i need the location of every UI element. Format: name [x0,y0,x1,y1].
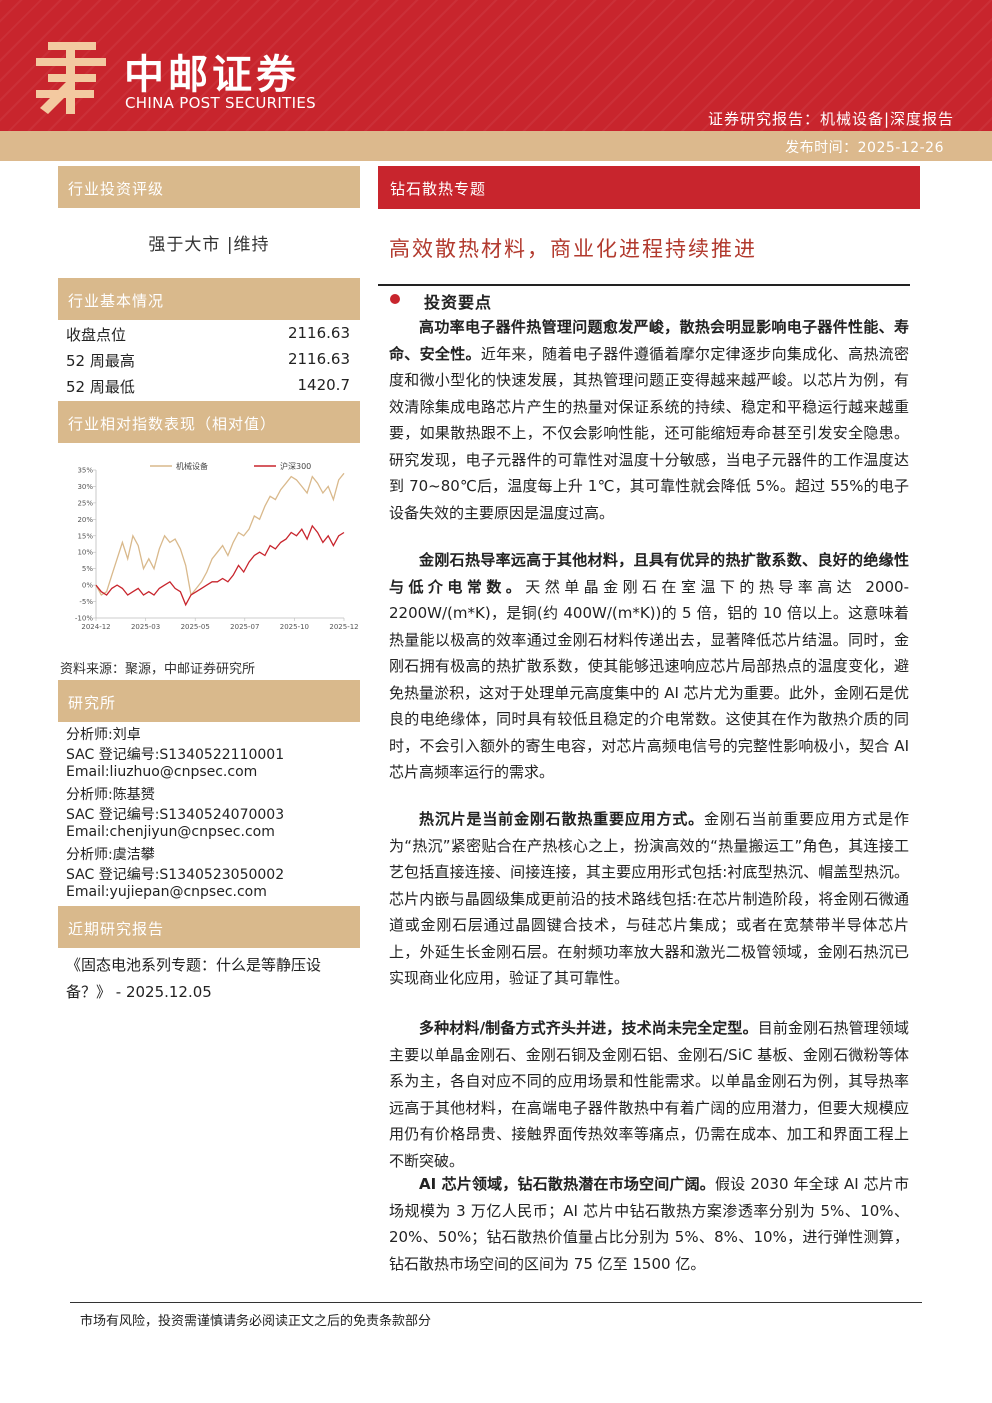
point-body: 金刚石当前重要应用方式是作为“热沉”紧密贴合在产热核心之上，扮演高效的“热量搬运… [389,810,909,987]
recent-reports-title: 近期研究报告 [58,906,360,948]
point-lead: 金刚石热导率远高于其他材料，且具有优异的热扩散系数、良好的绝缘性与低介电常数。 [389,551,909,596]
analyst-line: SAC 登记编号:S1340524070003 [66,807,285,823]
brand-name-cn: 中邮证券 [124,52,300,98]
chart-x-tick-label: 2025-07 [230,623,259,631]
research-institute-title: 研究所 [58,680,360,722]
chart-x-tick-label: 2024-12 [81,623,110,631]
chart-y-tick-label: 30% [77,483,93,491]
point-lead: 高功率电子器件热管理问题愈发严峻，散热会明显影响电子器件性能、寿命、安全性。 [389,318,909,363]
chart-source: 资料来源：聚源，中邮证券研究所 [60,662,256,677]
risk-disclaimer: 市场有风险，投资需谨慎请务必阅读正文之后的免责条款部分 [80,1314,432,1329]
investment-point-paragraph: AI 芯片领域，钻石散热潜在市场空间广阔。假设 2030 年全球 AI 芯片市场… [389,1171,909,1277]
basic-info-value: 2116.63 [287,324,350,342]
chart-y-tick-label: 0% [82,582,93,590]
point-body: 假设 2030 年全球 AI 芯片市场规模为 3 万亿人民币；AI 芯片中钻石散… [389,1175,910,1273]
chart-y-tick-label: -10% [75,615,93,623]
investment-points-heading: 投资要点 [424,293,493,312]
analyst-line: SAC 登记编号:S1340523050002 [66,867,285,883]
analyst-line: SAC 登记编号:S1340522110001 [66,747,285,763]
basic-info-key: 52 周最高 [66,352,135,370]
chart-legend-label: 沪深300 [280,461,311,471]
analyst-email[interactable]: Email:liuzhuo@cnpsec.com [66,764,258,780]
basic-info-key: 收盘点位 [66,326,127,344]
analyst-email[interactable]: Email:yujiepan@cnpsec.com [66,884,267,900]
basic-info-row: 52 周最高 2116.63 [58,348,360,374]
basic-info-title: 行业基本情况 [58,278,360,320]
chart-legend-label: 机械设备 [176,461,208,471]
point-body: 近年来，随着电子器件遵循着摩尔定律逐步向集成化、高热流密度和微小型化的快速发展，… [389,344,909,522]
topic-bar: 钻石散热专题 [378,166,920,209]
chart-x-tick-label: 2025-03 [131,623,160,631]
brand-name-en: CHINA POST SECURITIES [125,94,316,112]
chart-y-tick-label: 25% [77,499,93,507]
basic-info-value: 1420.7 [297,376,351,394]
point-lead: AI 芯片领域，钻石散热潜在市场空间广阔。 [419,1175,715,1193]
report-type: 证券研究报告：机械设备|深度报告 [707,110,954,128]
point-body: 天然单晶金刚石在室温下的热导率高达 2000-2200W/(m*K)，是铜(约 … [389,577,909,782]
rating-value: 强于大市 |维持 [148,235,270,255]
report-header: 中邮证券 CHINA POST SECURITIES 证券研究报告：机械设备|深… [0,0,992,131]
basic-info-value: 2116.63 [287,350,350,368]
chart-series-line [95,524,345,607]
chart-y-tick-label: -5% [79,598,93,606]
investment-point-paragraph: 热沉片是当前金刚石散热重要应用方式。金刚石当前重要应用方式是作为“热沉”紧密贴合… [389,806,909,992]
chart-series-line [95,472,345,597]
chart-x-ticks: 2024-12 2025-03 2025-05 2025-07 2025-10 2025-… [81,618,359,631]
chart-axes [95,470,344,619]
analyst-email[interactable]: Email:chenjiyun@cnpsec.com [66,824,275,840]
chart-x-tick-label: 2025-12 [329,623,358,631]
bullet-dot-icon [390,294,400,304]
report-title: 高效散热材料，商业化进程持续推进 [389,237,757,261]
chart-y-tick-label: 20% [77,516,93,524]
chart-series [95,472,345,607]
analyst-line: 分析师:陈基赟 [66,787,155,803]
china-post-logo-icon [36,42,106,114]
investment-point-paragraph: 金刚石热导率远高于其他材料，且具有优异的热扩散系数、良好的绝缘性与低介电常数。天… [389,547,909,786]
investment-point-paragraph: 高功率电子器件热管理问题愈发严峻，散热会明显影响电子器件性能、寿命、安全性。近年… [389,314,909,526]
analyst-line: 分析师:刘卓 [66,727,141,743]
performance-title: 行业相对指数表现（相对值） [58,401,360,443]
relative-performance-chart: 35%30%25%20%15%10%5%0%-5%-10% 2024-12 202… [75,461,359,631]
title-divider [378,284,910,286]
basic-info-row: 收盘点位 2116.63 [58,322,360,348]
basic-info-row: 52 周最低 1420.7 [58,374,360,400]
recent-report-link[interactable]: 《固态电池系列专题：什么是等静压设备？》 - 2025.12.05 [66,956,322,1001]
chart-y-tick-label: 10% [77,549,93,557]
point-lead: 热沉片是当前金刚石散热重要应用方式。 [419,810,704,828]
chart-y-tick-label: 5% [82,565,93,573]
chart-x-tick-label: 2025-05 [181,623,210,631]
point-lead: 多种材料/制备方式齐头并进，技术尚未完全定型。 [419,1019,758,1037]
point-body: 目前金刚石热管理领域主要以单晶金刚石、金刚石铜及金刚石铝、金刚石/SiC 基板、… [389,1019,909,1170]
chart-legend: 机械设备 沪深300 [150,461,311,471]
basic-info-key: 52 周最低 [66,378,135,396]
publish-bar: 发布时间：2025-12-26 [0,131,992,161]
header-pattern [0,0,992,131]
chart-y-tick-label: 35% [77,467,93,475]
investment-point-paragraph: 多种材料/制备方式齐头并进，技术尚未完全定型。目前金刚石热管理领域主要以单晶金刚… [389,1015,909,1174]
rating-section-title: 行业投资评级 [58,166,360,208]
chart-y-ticks: 35% 30% 25% 20% 15% 10% 5% 0% -5% -10% [75,467,96,623]
chart-y-tick-label: 15% [77,532,93,540]
chart-x-tick-label: 2025-10 [280,623,309,631]
publish-date: 发布时间：2025-12-26 [785,140,944,156]
analyst-line: 分析师:虞洁攀 [66,847,155,863]
footer-divider [70,1302,922,1303]
